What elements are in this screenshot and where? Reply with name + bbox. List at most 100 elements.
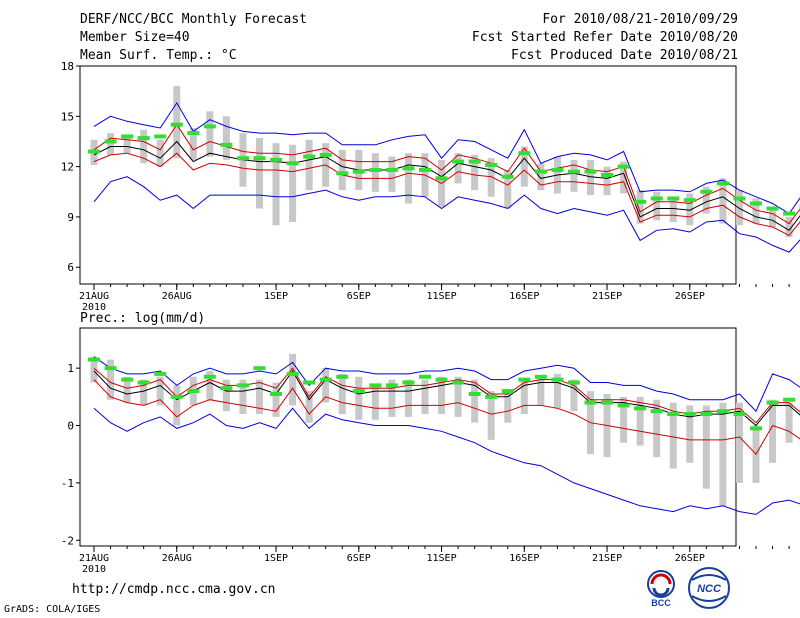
climatology-marker [534,169,547,174]
range-box [222,379,230,412]
range-box [123,136,131,154]
fcst-started: Fcst Started Refer Date 2010/08/20 [471,30,738,45]
climatology-marker [518,377,531,382]
series-spread-upper [93,367,800,424]
y-tick-label: 6 [67,261,74,274]
climatology-marker [88,357,100,362]
source-url[interactable]: http://cmdp.ncc.cma.gov.cn [72,582,276,597]
climatology-marker [584,169,597,174]
x-tick-label: 21AUG [79,291,109,302]
range-box [487,391,495,440]
precipitation-panel: -2 -1 0 1 21AUG 26AUG 1SEP 6SEP 11SEP 16SEP 21SEP 2… [61,327,800,575]
x-tick-label: 26SEP [675,553,705,564]
range-box [653,191,661,221]
range-box [256,138,263,209]
series-spread-lower [93,379,800,456]
range-box [471,154,479,191]
range-box [504,391,512,423]
climatology-marker [402,380,415,385]
climatology-marker [452,159,465,164]
range-box [107,133,115,155]
climatology-marker [220,386,233,391]
range-box [570,159,578,192]
range-box [735,190,743,226]
y-tick-label: 1 [67,362,74,375]
climatology-marker [170,394,183,399]
series-max [93,101,800,215]
range-box [537,376,545,406]
climatology-marker [203,124,216,129]
climatology-marker [435,377,448,382]
range-box [587,159,594,196]
grads-credit: GrADS: COLA/IGES [4,604,101,615]
climatology-marker [270,157,283,162]
range-box [735,402,743,483]
climatology-marker [766,206,779,211]
range-box [537,163,545,191]
climatology-marker [766,400,779,405]
climatology-marker [667,412,680,417]
range-box [272,143,280,226]
range-box [636,190,644,224]
range-box [123,376,131,403]
range-box [206,371,214,400]
ncc-logo-text: NCC [697,583,722,595]
range-box [769,399,777,463]
climatology-marker [435,176,448,181]
climatology-marker [650,196,663,201]
range-box [289,353,297,406]
range-box [570,379,578,412]
range-box [553,373,561,409]
range-box [471,379,479,423]
x-tick-label: 26SEP [675,291,705,302]
range-box [272,382,280,417]
y-tick-label: 0 [67,420,74,433]
y-tick-label: -1 [61,477,74,490]
range-box [371,385,379,420]
climatology-marker [750,426,762,431]
climatology-marker [452,380,465,385]
climatology-marker [716,181,729,186]
climatology-marker [137,136,150,141]
climatology-marker [369,383,382,388]
climatology-marker [419,167,431,172]
range-box [289,144,297,222]
climatology-marker [485,394,498,399]
climatology-marker [783,211,796,216]
y-tick-label: 12 [61,161,74,174]
x-tick-label: 11SEP [426,291,456,302]
climatology-marker [584,400,597,405]
range-box [404,153,412,204]
climatology-marker [716,409,729,414]
range-box [620,396,628,443]
y-tick-label: 9 [67,211,74,224]
bottom-panel-variable: Prec.: log(mm/d) [80,311,206,326]
member-size: Member Size=40 [80,30,190,45]
x-tick-label: 21AUG [79,553,109,564]
series-spread-upper [93,123,800,225]
range-box [454,153,462,184]
range-box [421,379,429,415]
climatology-marker [567,380,580,385]
series-min [93,407,800,515]
range-box [769,206,777,227]
range-box [156,139,164,167]
bcc-logo-text: BCC [651,598,671,608]
y-tick-label: 18 [61,60,74,73]
climatology-marker [336,374,349,379]
climatology-marker [236,156,249,161]
fcst-produced: Fcst Produced Date 2010/08/21 [511,48,738,63]
chart-title: DERF/NCC/BCC Monthly Forecast [80,12,307,27]
range-box [256,379,263,415]
forecast-period: For 2010/08/21-2010/09/29 [542,12,738,27]
range-box [487,158,495,197]
climatology-marker [236,383,249,388]
temperature-panel: 6 9 12 15 18 21AUG 26AUG 1SEP 6SEP 11SEP 16SEP 21SE… [61,60,800,313]
climatology-marker [501,174,514,179]
climatology-marker [534,374,547,379]
climatology-marker [154,134,167,139]
climatology-marker [518,151,531,156]
climatology-marker [270,391,283,396]
climatology-marker [137,380,150,385]
